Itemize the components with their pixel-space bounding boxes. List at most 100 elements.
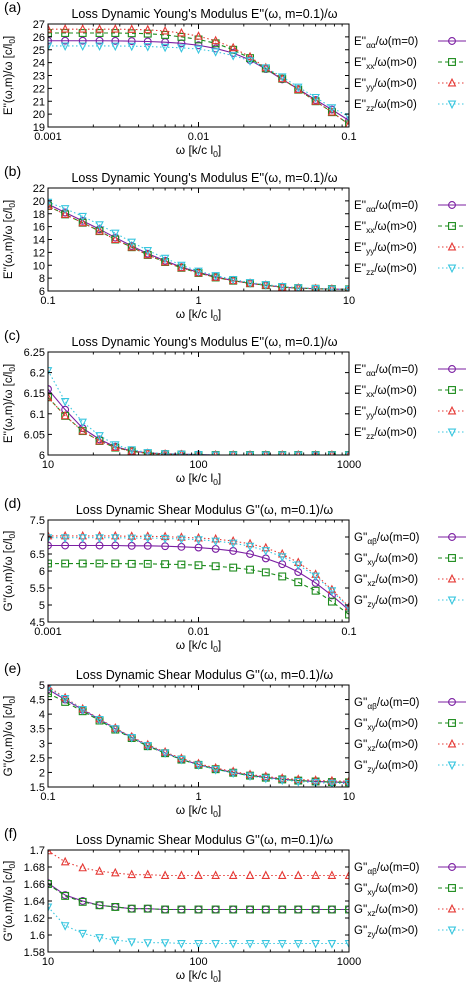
data-point (327, 940, 337, 949)
legend-label: G''zy/ω(m>0) (354, 760, 418, 774)
x-tick-label: 100 (189, 459, 207, 471)
y-axis-label: E''(ω,m)/ω [c/l0] (3, 364, 17, 443)
series (48, 541, 349, 615)
y-tick-label: 24 (33, 58, 45, 70)
series (48, 685, 349, 787)
data-point (143, 742, 153, 751)
data-point (95, 901, 104, 910)
data-point (177, 753, 186, 762)
data-point (48, 200, 53, 210)
data-point (95, 559, 104, 568)
y-tick-label: 4.5 (30, 617, 45, 629)
data-point (127, 24, 137, 33)
data-point (111, 530, 120, 540)
data-point (229, 905, 238, 914)
panel-label: (d) (4, 495, 21, 511)
data-point (294, 776, 303, 785)
data-point (78, 559, 87, 568)
y-tick-label: 6 (39, 286, 45, 298)
x-tick-label: 1 (195, 791, 201, 803)
y-tick-label: 5 (39, 680, 45, 692)
data-point (294, 578, 303, 587)
data-point (261, 451, 271, 455)
data-point (344, 601, 349, 611)
legend-label: G''zy/ω(m>0) (354, 925, 418, 939)
y-tick-label: 6.5 (30, 549, 45, 561)
data-point (327, 778, 336, 786)
legend-marker (447, 573, 457, 583)
series-line (48, 370, 349, 455)
data-point (78, 418, 87, 428)
series-line (48, 562, 349, 615)
data-point (345, 778, 349, 787)
legend-marker (447, 241, 457, 251)
data-point (160, 534, 170, 544)
x-tick-label: 0.1 (40, 295, 55, 307)
x-axis-label: ω [k/c l0] (176, 307, 222, 323)
y-tick-label: 5.5 (30, 583, 45, 595)
data-point (111, 559, 120, 568)
data-point (311, 93, 320, 103)
data-point (127, 531, 137, 540)
x-axis-label: ω [k/c l0] (176, 471, 222, 487)
data-point (194, 532, 203, 542)
legend-entry: G''αβ/ω(m=0) (354, 697, 466, 711)
data-point (245, 279, 255, 288)
legend-marker (447, 761, 457, 771)
data-point (127, 938, 137, 947)
chart-panel: (a) Loss Dynamic Young's Modulus E''(ω, m… (3, 0, 466, 159)
x-axis-label: ω [k/c l0] (176, 803, 222, 819)
y-tick-label: 4 (39, 709, 45, 721)
data-point (127, 904, 136, 913)
data-point (95, 715, 104, 725)
y-tick-label: 6.25 (24, 347, 45, 359)
data-point (48, 541, 52, 550)
data-point (261, 568, 270, 577)
data-point (95, 934, 104, 943)
data-point (327, 597, 336, 606)
data-point (327, 587, 337, 596)
data-point (261, 870, 271, 879)
data-point (327, 870, 337, 879)
data-point (311, 779, 320, 787)
data-point (261, 940, 271, 949)
data-point (293, 778, 303, 787)
data-point (111, 229, 120, 239)
legend-label: E''yy/ω(m>0) (354, 242, 417, 256)
y-tick-label: 3 (39, 738, 45, 750)
y-tick-label: 10 (33, 260, 45, 272)
data-point (160, 256, 170, 266)
series-line (48, 692, 349, 783)
data-point (161, 905, 170, 914)
x-axis-label: ω [k/c l0] (176, 968, 222, 984)
data-point (177, 755, 186, 765)
x-tick-label: 10 (42, 459, 54, 471)
data-point (143, 449, 153, 455)
legend-entry: E''αα/ω(m=0) (354, 36, 466, 50)
data-point (311, 572, 320, 582)
series-line (48, 906, 349, 945)
data-point (160, 870, 170, 879)
y-tick-label: 6 (39, 450, 45, 462)
y-tick-label: 7.5 (30, 515, 45, 527)
data-point (95, 530, 104, 540)
legend-label: E''xx/ω(m>0) (354, 385, 417, 399)
data-point (160, 531, 170, 541)
data-point (78, 212, 87, 222)
series (48, 200, 349, 291)
legend-marker (447, 405, 457, 415)
chart-panel: (d) Loss Dynamic Shear Modulus G''(ω, m=0… (3, 495, 466, 654)
legend-entry: E''zz/ω(m>0) (354, 427, 466, 441)
data-point (246, 565, 254, 574)
data-point (327, 779, 337, 787)
data-point (95, 432, 104, 441)
data-point (211, 451, 220, 455)
data-point (127, 242, 137, 251)
data-point (177, 560, 186, 569)
data-point (293, 83, 303, 93)
data-point (60, 922, 70, 931)
data-point (327, 104, 337, 113)
data-point (277, 870, 287, 879)
data-point (48, 530, 53, 540)
y-tick-label: 6.2 (30, 368, 45, 380)
